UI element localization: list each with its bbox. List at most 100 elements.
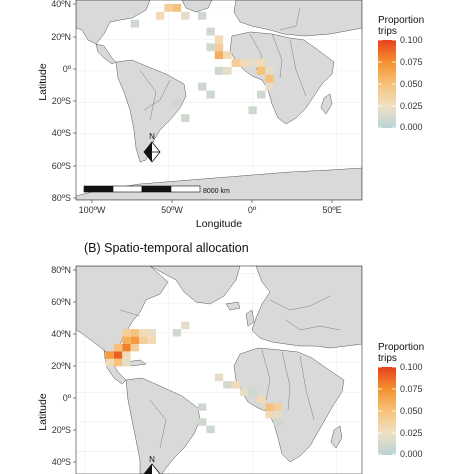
heatmap-cell-a-24 <box>206 90 215 99</box>
heatmap-cell-a-20 <box>223 66 232 75</box>
y-axis-title-a: Latitude <box>37 63 49 101</box>
y-tick-a-4: 20ºS <box>52 96 71 106</box>
heatmap-cell-a-17 <box>256 66 266 75</box>
greenland-a <box>181 0 213 13</box>
y-tick-b-3: 40ºN <box>51 329 71 339</box>
y-tick-a-7: 80ºS <box>52 193 71 203</box>
scale-bar-a: 8000 km <box>83 185 230 195</box>
panel-a-map: N 8000 km <box>75 0 363 201</box>
heatmap-cell-b-25 <box>256 396 266 404</box>
legend-b-title-1: Proportion <box>378 342 424 353</box>
legend-b-title-2: trips <box>378 353 397 364</box>
heatmap-cell-a-25 <box>256 90 266 99</box>
legend-a-tick-5: 0.000 <box>400 122 423 132</box>
heatmap-cell-b-28 <box>265 410 274 419</box>
y-axis-title-b: Latitude <box>37 393 49 431</box>
heatmap-cell-a-4 <box>181 11 190 20</box>
heatmap-cell-b-29 <box>273 410 283 419</box>
legend-a-tick-3: 0.050 <box>400 79 423 89</box>
heatmap-cell-a-23 <box>198 82 207 91</box>
heatmap-cell-b-26 <box>265 403 274 411</box>
heatmap-cell-b-17 <box>122 358 131 367</box>
legend-b-tick-5: 0.000 <box>400 449 423 459</box>
madagascar-a <box>320 93 333 115</box>
heatmap-cell-a-14 <box>240 59 249 67</box>
y-tick-a-6: 60ºS <box>52 161 71 171</box>
heatmap-cell-a-8 <box>214 35 224 44</box>
y-tick-b-1: 80ºN <box>51 265 71 275</box>
heatmap-cell-b-31 <box>198 403 207 411</box>
heatmap-cell-a-27 <box>248 106 257 115</box>
heatmap-cell-a-5 <box>198 11 207 20</box>
north-arrow-a: N <box>143 132 161 163</box>
x-tick-a-1: 100ºW <box>79 205 106 215</box>
heatmap-cell-b-6 <box>130 336 140 344</box>
legend-a-tick-2: 0.075 <box>400 57 423 67</box>
africa-b <box>233 347 345 463</box>
heatmap-cell-a-11 <box>214 51 224 60</box>
heatmap-cell-a-10 <box>214 43 224 52</box>
heatmap-cell-b-23 <box>240 388 249 396</box>
heatmap-cell-a-15 <box>248 59 257 67</box>
heatmap-cell-b-30 <box>273 418 283 426</box>
x-tick-a-3: 0º <box>248 205 257 215</box>
panel-b-title: (B) Spatio-temporal allocation <box>84 241 249 255</box>
legend-a-tick-1: 0.100 <box>400 35 423 45</box>
y-tick-a-5: 40ºS <box>52 128 71 138</box>
legend-b-tick-1: 0.100 <box>400 362 423 372</box>
heatmap-cell-a-16 <box>256 59 266 67</box>
panel-b-borders <box>119 295 341 449</box>
heatmap-cell-b-21 <box>223 381 232 389</box>
heatmap-cell-b-20 <box>214 373 224 382</box>
heatmap-cell-b-4 <box>147 329 156 337</box>
heatmap-cell-b-7 <box>139 336 148 344</box>
legend-b-tick-2: 0.075 <box>400 384 423 394</box>
heatmap-cell-b-8 <box>147 336 156 344</box>
heatmap-cell-b-16 <box>113 358 123 367</box>
heatmap-cell-a-28 <box>181 114 190 123</box>
legend-b: Proportion trips 0.100 0.075 0.050 0.025… <box>378 342 424 459</box>
heatmap-cell-b-14 <box>122 351 131 359</box>
legend-b-tick-3: 0.050 <box>400 406 423 416</box>
panel-b-y-axis: 80ºN 60ºN 40ºN 20ºN 0º 20ºS 40ºS Latitud… <box>37 265 76 467</box>
heatmap-cell-b-24 <box>248 388 257 396</box>
heatmap-cell-a-22 <box>265 82 274 91</box>
legend-b-colorbar <box>378 367 396 455</box>
heatmap-cell-a-26 <box>172 98 182 107</box>
north-label-a: N <box>149 132 155 141</box>
heatmap-cell-b-19 <box>172 329 182 337</box>
madagascar-b <box>330 425 343 449</box>
y-tick-b-6: 20ºS <box>52 425 71 435</box>
heatmap-cell-b-3 <box>139 329 148 337</box>
heatmap-cell-b-33 <box>206 425 215 434</box>
north-america-b <box>76 266 169 359</box>
heatmap-cell-b-5 <box>122 336 131 344</box>
heatmap-cell-b-32 <box>198 418 207 426</box>
heatmap-cell-a-6 <box>130 19 140 28</box>
panel-b-land <box>76 266 362 474</box>
y-tick-b-5: 0º <box>63 393 72 403</box>
heatmap-cell-a-13 <box>231 59 240 67</box>
panel-a-y-axis: 40ºN 20ºN 0º 20ºS 40ºS 60ºS 80ºS Latitud… <box>37 0 76 203</box>
x-tick-a-2: 50ºW <box>161 205 183 215</box>
legend-b-tick-4: 0.025 <box>400 428 423 438</box>
heatmap-cell-b-1 <box>122 329 131 337</box>
heatmap-cell-b-9 <box>113 344 123 352</box>
y-tick-b-4: 20ºN <box>51 361 71 371</box>
panel-b-cells <box>105 321 283 434</box>
heatmap-cell-a-2 <box>172 3 182 12</box>
heatmap-cell-b-10 <box>122 344 131 352</box>
heatmap-cell-a-12 <box>223 51 232 60</box>
heatmap-cell-b-18 <box>181 321 190 330</box>
heatmap-cell-a-18 <box>265 66 274 75</box>
heatmap-cell-b-22 <box>231 381 240 389</box>
heatmap-cell-b-11 <box>130 344 140 352</box>
heatmap-cell-b-15 <box>105 358 114 367</box>
europe-a <box>233 0 362 37</box>
heatmap-cell-a-1 <box>164 3 173 12</box>
y-tick-a-2: 20ºN <box>51 32 71 42</box>
south-america-a <box>115 59 187 163</box>
legend-a-tick-4: 0.025 <box>400 101 423 111</box>
y-tick-b-7: 40ºS <box>52 457 71 467</box>
